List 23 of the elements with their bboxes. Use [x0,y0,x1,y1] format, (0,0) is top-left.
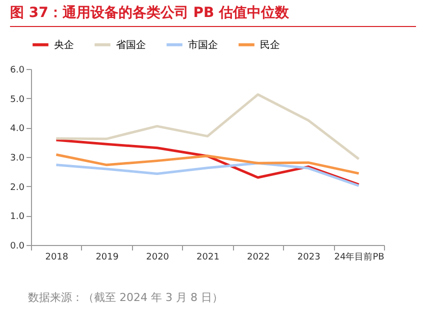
legend-label: 民企 [260,38,280,51]
y-tick-label: 3.0 [10,154,25,164]
x-tick-label: 2020 [146,252,170,262]
y-tick-label: 1.0 [10,212,25,222]
x-tick-label: 2023 [297,252,320,262]
legend-label: 央企 [54,38,74,51]
y-tick-label: 0.0 [10,242,25,252]
line-series [54,153,360,175]
x-tick-label: 2022 [246,252,270,262]
chart-title: 图 37：通用设备的各类公司 PB 估值中位数 [10,4,416,27]
legend-label: 市国企 [188,38,218,51]
x-tick-label: 2019 [96,252,119,262]
legend-label: 省国企 [116,38,146,51]
y-tick-label: 5.0 [10,94,25,105]
x-tick-label: 2021 [196,252,220,262]
y-tick-label: 6.0 [10,66,25,76]
line-series [54,162,360,187]
y-tick-label: 4.0 [10,124,25,134]
y-tick-label: 2.0 [10,182,25,193]
source-note: 数据来源：（截至 2024 年 3 月 8 日） [28,290,223,305]
x-tick-label: 24年目前PB [334,252,384,262]
line-series [54,93,360,160]
x-tick-label: 2018 [45,252,68,262]
